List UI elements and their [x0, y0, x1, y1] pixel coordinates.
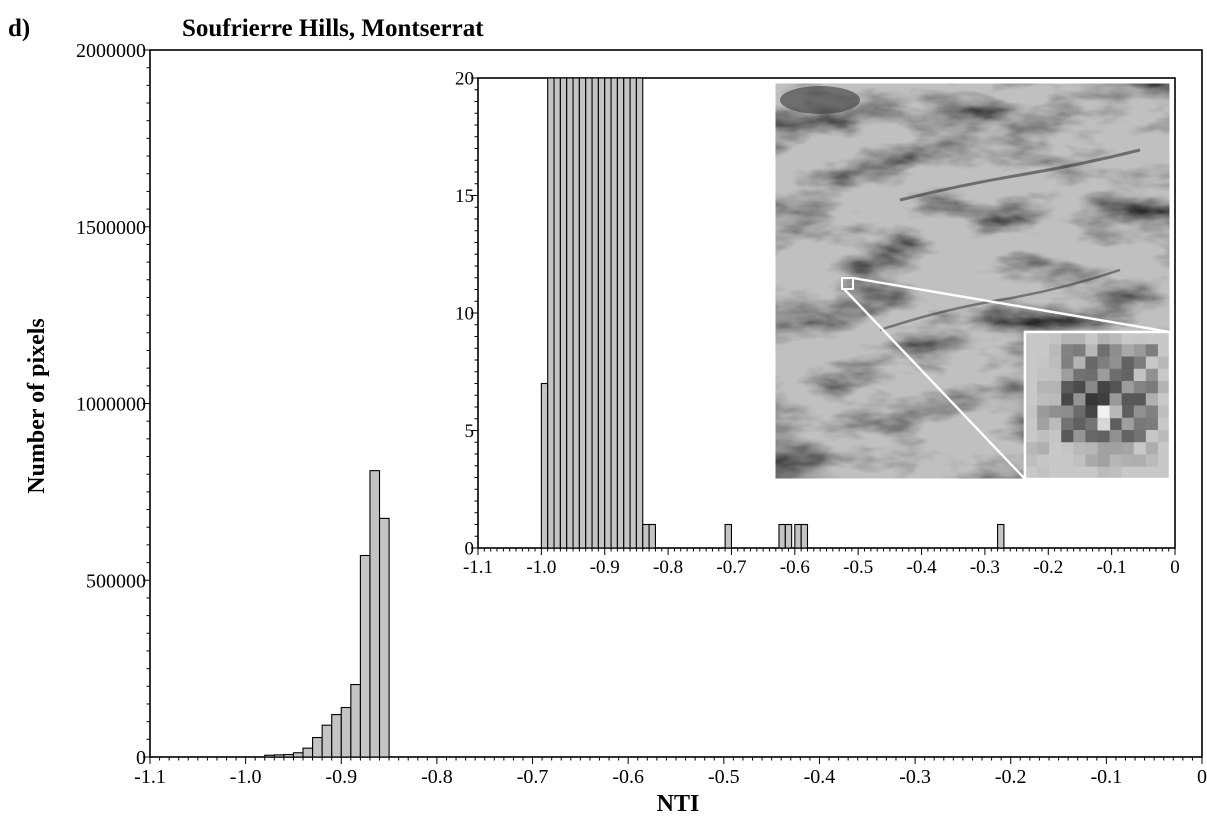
inset-bar: [784, 523, 793, 549]
inset-x-tick-label: -0.3: [970, 557, 1000, 578]
panel-label: d): [8, 15, 30, 42]
main-bar: [350, 683, 361, 758]
main-x-tick-label: -0.3: [899, 766, 931, 788]
inset-bar: [585, 77, 593, 549]
inset-x-tick-label: -0.8: [653, 557, 683, 578]
inset-bar: [635, 77, 644, 549]
inset-bar: [597, 77, 606, 549]
main-x-ticks: -1.1 -1.0 -0.9 -0.8 -0.7 -0.6 -0.5 -0.4 -0.3 -0.2…: [134, 757, 1207, 788]
main-bar: [273, 754, 285, 758]
main-x-tick-label: -0.6: [612, 766, 644, 788]
inset-bar: [547, 77, 555, 549]
inset-x-tick-label: -0.7: [716, 557, 746, 578]
inset-bar: [559, 77, 568, 549]
inset-bar: [578, 77, 587, 549]
main-x-tick-label: -0.1: [1091, 766, 1123, 788]
main-bar: [359, 554, 371, 758]
main-bar: [340, 706, 352, 758]
main-y-tick-label: 0: [136, 747, 146, 769]
main-bars: [264, 470, 390, 758]
inset-y-tick-label: 10: [455, 304, 474, 325]
zoom-marker: [841, 277, 854, 290]
main-bar: [369, 470, 381, 758]
inset-bar: [724, 523, 733, 549]
main-bar: [302, 747, 314, 758]
zoomed-hotspot: [1023, 330, 1172, 481]
main-bar: [321, 724, 333, 758]
inset-x-tick-label: -0.2: [1033, 557, 1063, 578]
main-x-tick-label: -1.1: [134, 766, 166, 788]
chart-title: Soufrierre Hills, Montserrat: [182, 15, 484, 42]
inset-x-tick-label: -0.9: [590, 557, 620, 578]
main-y-tick-label: 500000: [86, 570, 146, 592]
inset-bar: [616, 77, 625, 549]
main-bar: [312, 737, 323, 758]
main-x-tick-label: -0.7: [517, 766, 549, 788]
inset-bar: [566, 77, 574, 549]
main-x-tick-label: -1.0: [230, 766, 262, 788]
inset-x-ticks: -1.1 -1.0 -0.9 -0.8 -0.7 -0.6 -0.5 -0.4 -0.3 -0.2…: [463, 548, 1180, 578]
main-x-tick-label: -0.8: [421, 766, 453, 788]
inset-y-tick-label: 20: [455, 69, 474, 90]
inset-x-tick-label: -0.6: [780, 557, 810, 578]
inset-bar: [648, 523, 656, 549]
inset-x-tick-label: 0: [1170, 557, 1180, 578]
inset-bar: [997, 523, 1005, 549]
inset-y-ticks: 0 5 10 15 20: [455, 69, 478, 560]
main-x-tick-label: 0: [1197, 766, 1207, 788]
inset-x-tick-label: -0.1: [1097, 557, 1127, 578]
y-axis-title: Number of pixels: [24, 318, 50, 494]
inset-y-tick-label: 5: [465, 421, 475, 442]
inset-x-tick-label: -1.0: [526, 557, 556, 578]
main-bar: [292, 752, 304, 758]
main-x-tick-label: -0.4: [804, 766, 836, 788]
inset-x-tick-label: -0.5: [843, 557, 873, 578]
inset-bar: [642, 523, 650, 549]
main-x-tick-label: -0.5: [708, 766, 740, 788]
main-x-tick-label: -0.9: [325, 766, 357, 788]
main-y-tick-label: 1500000: [76, 217, 146, 239]
inset-bar: [540, 382, 549, 549]
inset-bar: [800, 523, 809, 549]
inset-bar: [629, 77, 637, 549]
main-bar: [378, 517, 390, 758]
inset-bar: [794, 523, 802, 549]
main-y-tick-label: 1000000: [76, 394, 146, 416]
main-bar: [283, 753, 295, 758]
satellite-image: [774, 82, 1172, 481]
inset-x-tick-label: -0.4: [907, 557, 938, 578]
x-axis-title: NTI: [657, 791, 700, 817]
inset-bars: [540, 77, 1005, 549]
inset-y-tick-label: 15: [455, 186, 474, 207]
inset-bar: [572, 77, 580, 549]
inset-x-tick-label: -1.1: [463, 557, 493, 578]
inset-bar: [591, 77, 599, 549]
main-bar: [264, 754, 275, 758]
main-bar: [331, 714, 342, 758]
inset-bar: [623, 77, 631, 549]
main-x-tick-label: -0.2: [995, 766, 1027, 788]
inset-bar: [610, 77, 618, 549]
main-y-tick-label: 2000000: [76, 40, 146, 62]
inset-bar: [604, 77, 612, 549]
inset-bar: [553, 77, 561, 549]
inset-y-tick-label: 0: [465, 539, 475, 560]
main-y-ticks: 0 500000 1000000 1500000 2000000: [76, 40, 150, 769]
inset-bar: [778, 523, 786, 549]
